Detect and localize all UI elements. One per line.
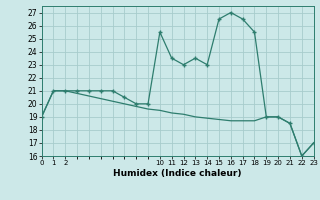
X-axis label: Humidex (Indice chaleur): Humidex (Indice chaleur) — [113, 169, 242, 178]
